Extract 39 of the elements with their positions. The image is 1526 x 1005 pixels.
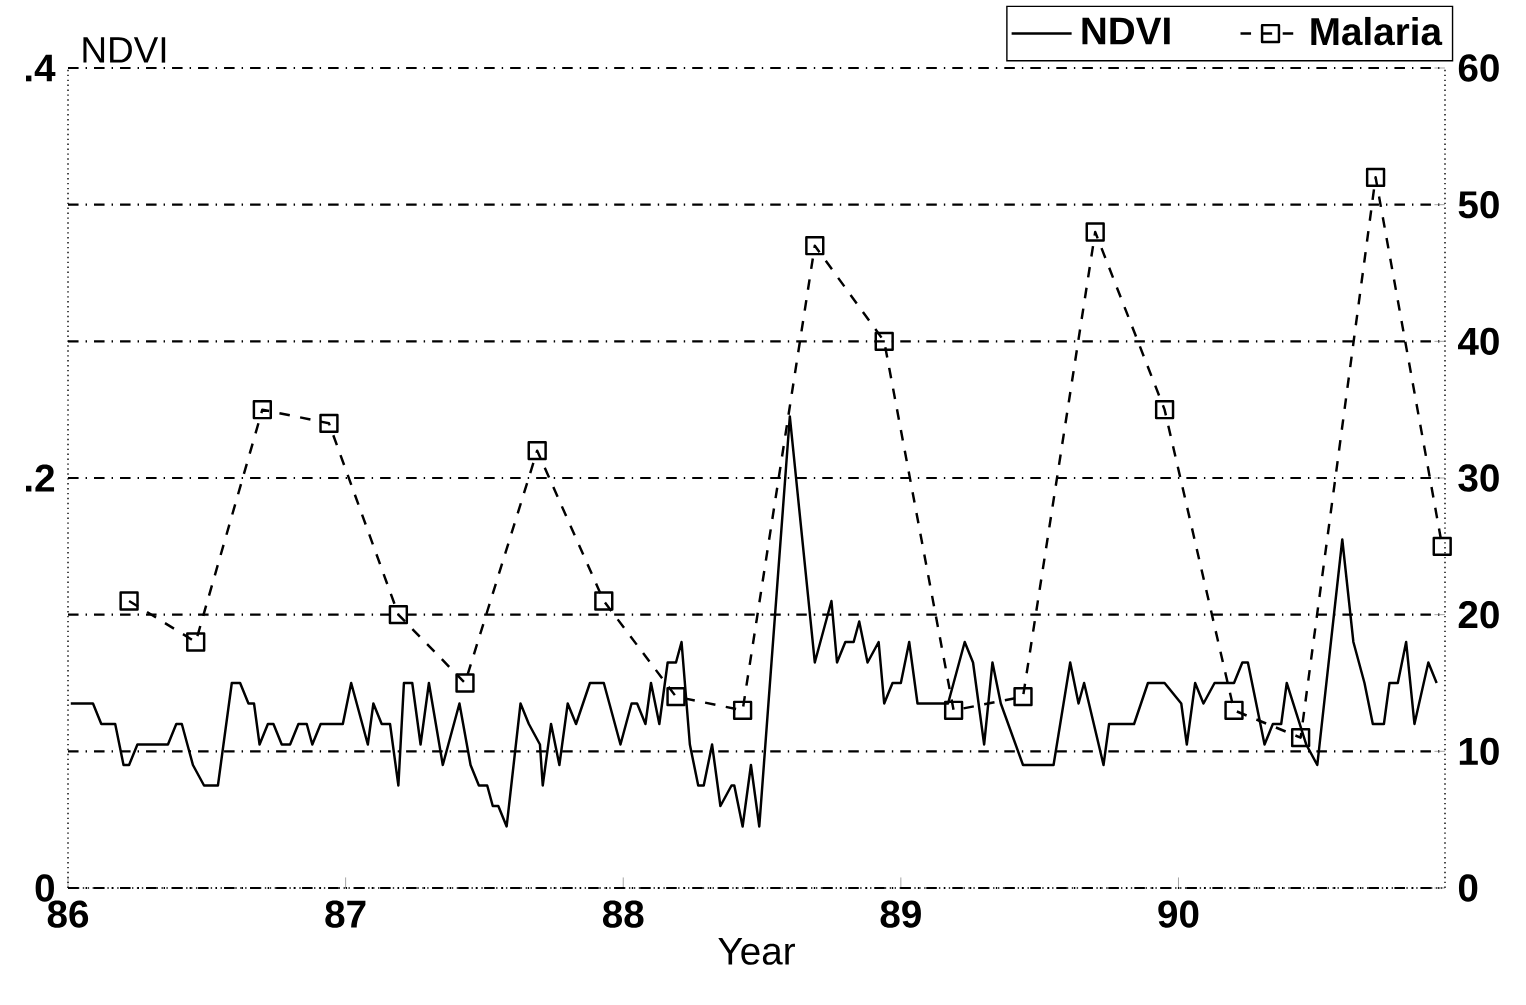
- point: [1290, 727, 1311, 748]
- point: [186, 632, 206, 652]
- legend-label: Malaria: [1311, 16, 1443, 46]
- point: [252, 400, 272, 420]
- point: [1085, 222, 1105, 242]
- y2-tick-label: 30: [1458, 464, 1499, 492]
- y-tick-label: .4: [25, 54, 56, 82]
- y-tick-label: 0: [35, 874, 54, 902]
- point: [455, 673, 475, 693]
- x-tick-label: 89: [880, 900, 921, 928]
- point: [874, 331, 894, 351]
- x-tick-label: 87: [325, 900, 366, 928]
- x-tick-label: 88: [602, 900, 644, 928]
- point: [1154, 400, 1175, 420]
- y-tick-label: .2: [25, 464, 55, 492]
- y2-tick-label: 60: [1458, 54, 1499, 82]
- point: [527, 441, 547, 461]
- x-tick-label: 90: [1158, 900, 1199, 928]
- point: [119, 591, 139, 611]
- y-axis-title: NDVI: [83, 37, 166, 63]
- y2-tick-label: 40: [1458, 327, 1499, 356]
- y2-tick-label: 10: [1459, 737, 1499, 766]
- point: [1365, 167, 1386, 187]
- y2-tick-label: 0: [1458, 874, 1478, 902]
- y2-tick-label: 20: [1458, 601, 1499, 629]
- point: [732, 700, 753, 720]
- legend-label: NDVI: [1082, 17, 1170, 45]
- point: [805, 236, 825, 256]
- y2-tick-label: 50: [1458, 191, 1499, 219]
- point: [594, 591, 614, 611]
- point: [388, 604, 409, 625]
- x-tick-label: 86: [47, 900, 89, 928]
- point: [1432, 536, 1452, 556]
- point: [1013, 687, 1033, 707]
- point: [1224, 700, 1244, 720]
- point: [666, 687, 686, 707]
- point: [943, 700, 964, 720]
- x-axis-title: Year: [718, 937, 795, 965]
- point: [319, 413, 339, 433]
